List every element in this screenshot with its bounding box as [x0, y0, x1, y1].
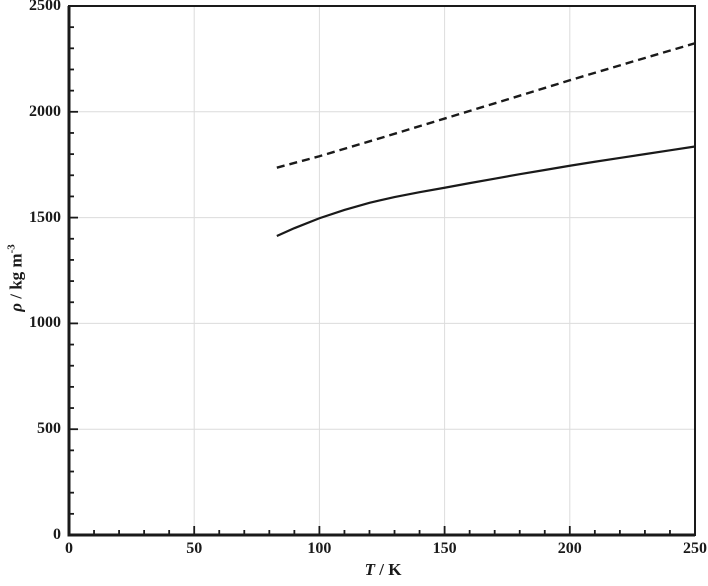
- y-tick-label: 500: [37, 420, 61, 438]
- y-axis-units: / kg m: [6, 253, 26, 303]
- series-dashed-curve: [276, 42, 696, 169]
- axis-lines: [67, 6, 695, 537]
- x-axis-symbol: T: [364, 560, 375, 579]
- x-tick-label: 100: [307, 540, 332, 557]
- y-tick-label: 1000: [29, 314, 61, 332]
- x-tick-label: 0: [65, 540, 73, 557]
- axis-tick-marks: [68, 5, 696, 536]
- y-tick-label: 2500: [29, 0, 61, 14]
- y-tick-label: 2000: [29, 102, 61, 120]
- y-axis-symbol: ρ: [6, 303, 26, 312]
- x-axis-label: T / K: [365, 560, 402, 580]
- y-axis-exponent: -3: [5, 244, 18, 254]
- x-tick-label: 200: [557, 540, 582, 557]
- y-tick-label: 0: [53, 526, 61, 543]
- x-tick-label: 150: [432, 540, 457, 557]
- plot-border: [68, 5, 696, 536]
- series-solid-curve: [276, 145, 696, 238]
- y-axis-label: ρ / kg m-3: [6, 244, 27, 312]
- x-tick-label: 50: [186, 540, 203, 557]
- x-tick-label: 250: [683, 540, 707, 557]
- x-axis-units: / K: [374, 560, 402, 579]
- y-tick-label: 1500: [29, 208, 61, 226]
